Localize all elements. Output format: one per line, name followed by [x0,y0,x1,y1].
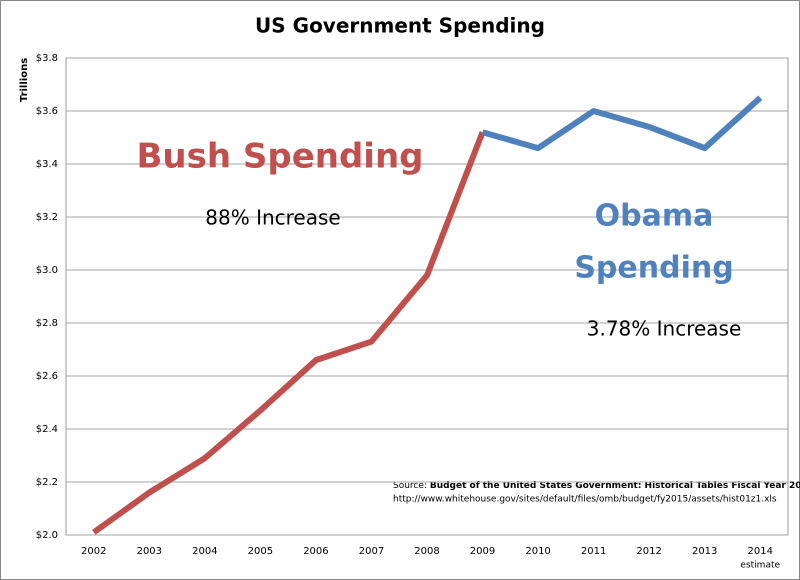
x-tick-label: 2013 [692,546,717,557]
annotation: Bush Spending [136,137,423,177]
source-line: Source: Budget of the United States Gove… [393,481,800,491]
x-tick-label: 2009 [470,546,495,557]
series-line [481,95,763,152]
source-title: Budget of the United States Government: … [430,481,800,491]
x-tick-label: 2008 [414,546,439,557]
x-tick-label: 2014 [748,546,773,557]
chart-title: US Government Spending [255,14,545,38]
x-tick-label: 2006 [303,546,328,557]
y-tick-label: $3.8 [36,53,58,64]
x-tick-note: estimate [740,561,780,571]
x-tick-label: 2007 [359,546,384,557]
annotation: Spending [574,251,733,286]
x-tick-label: 2011 [581,546,606,557]
y-tick-label: $3.4 [36,159,58,170]
y-tick-label: $3.0 [36,265,58,276]
y-tick-label: $3.6 [36,106,58,117]
y-tick-label: $2.0 [36,530,58,541]
source-prefix: Source: [393,481,427,491]
y-axis-label: Trillions [19,58,30,102]
source-url: http://www.whitehouse.gov/sites/default/… [393,495,777,505]
y-tick-label: $3.2 [36,212,58,223]
annotation: 88% Increase [205,206,340,230]
x-tick-label: 2005 [248,546,273,557]
y-tick-label: $2.6 [36,371,58,382]
y-tick-label: $2.2 [36,477,58,488]
x-tick-label: 2012 [636,546,661,557]
y-tick-label: $2.8 [36,318,58,329]
annotation: Obama [595,199,714,234]
annotation: 3.78% Increase [587,317,742,341]
y-tick-label: $2.4 [36,424,58,435]
series-line [92,131,486,535]
x-tick-label: 2004 [192,546,217,557]
x-tick-label: 2010 [525,546,550,557]
x-tick-label: 2002 [81,546,106,557]
x-tick-label: 2003 [137,546,162,557]
